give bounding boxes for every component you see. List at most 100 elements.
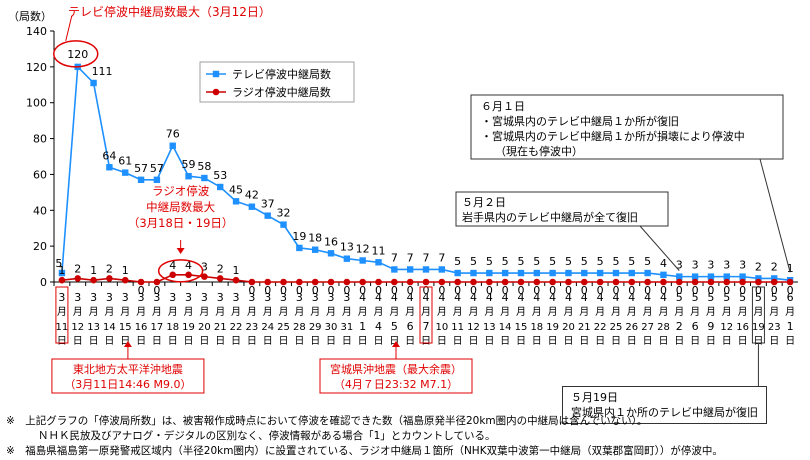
x-tick-day-unit: 日 — [152, 336, 162, 347]
x-tick-month-unit: 月 — [199, 306, 209, 318]
axes: 020406080100120140（局数）3月11日3月12日3月13日3月1… — [8, 10, 798, 347]
radio-point — [549, 278, 556, 286]
tv-data-label: 64 — [102, 149, 116, 162]
x-tick-month: 4 — [375, 291, 382, 304]
y-tick-label: 120 — [26, 61, 47, 74]
tv-point — [517, 269, 525, 277]
x-tick-month-unit: 月 — [405, 306, 415, 318]
x-tick-month: 3 — [248, 291, 255, 304]
tv-point — [501, 269, 509, 277]
x-tick-month-unit: 月 — [706, 306, 716, 318]
tv-point — [723, 273, 730, 280]
x-tick-day: 15 — [119, 322, 132, 333]
radio-point — [723, 278, 731, 286]
radio-point — [612, 278, 620, 286]
radio-point — [375, 278, 382, 286]
radio-point — [343, 278, 351, 286]
x-tick-month-unit: 月 — [532, 306, 542, 318]
quake1-callout-box — [51, 358, 205, 394]
x-tick-month: 4 — [407, 291, 414, 304]
x-tick-month: 3 — [74, 291, 81, 304]
tv-point — [311, 246, 319, 253]
radio-max-label-1: ラジオ停波 — [152, 184, 210, 198]
radio-point — [628, 278, 636, 286]
quake2-callout-arrow — [392, 341, 400, 347]
tv-data-label: 3 — [707, 259, 714, 272]
tv-data-label: 2 — [771, 260, 778, 273]
legend-box — [199, 61, 355, 103]
tv-point — [201, 174, 208, 182]
radio-point — [454, 278, 461, 286]
radio-max-label-3: （3月18日・19日） — [128, 216, 234, 230]
radio-point — [406, 278, 414, 286]
x-tick-day: 10 — [435, 322, 448, 333]
x-tick-month: 3 — [264, 291, 271, 304]
x-tick-day: 12 — [467, 322, 480, 333]
radio-data-label: 0 — [549, 284, 556, 297]
x-tick-day: 18 — [530, 322, 543, 333]
tv-data-label: 3 — [739, 259, 746, 272]
quake2-callout-title: 宮城県沖地震（最大余震） — [330, 362, 462, 376]
tv-max-ellipse — [52, 40, 99, 68]
radio-data-label: 0 — [343, 284, 350, 297]
x-tick-month: 4 — [612, 291, 619, 304]
radio-data-label: 0 — [391, 284, 398, 297]
legend-label-0: テレビ停波中継局数 — [232, 67, 331, 81]
x-tick-month: 4 — [438, 291, 445, 304]
radio-data-label: 1 — [58, 264, 65, 277]
x-tick-month: 5 — [755, 291, 762, 304]
x-tick-day-unit: 日 — [437, 336, 447, 347]
radio-data-label: 0 — [755, 284, 762, 297]
quake2-callout-box — [319, 358, 473, 394]
radio-point — [660, 278, 667, 286]
quake1-callout-detail: （3月11日14:46 M9.0） — [64, 378, 191, 391]
tv-point — [565, 269, 572, 277]
radio-data-label: 0 — [375, 284, 382, 297]
radio-point — [58, 276, 66, 284]
tv-point — [739, 273, 746, 280]
tv-point — [122, 169, 129, 176]
tv-max-label: テレビ停波中継局数最大（3月12日） — [68, 4, 271, 19]
y-tick-label: 60 — [33, 168, 47, 181]
radio-data-label: 1 — [233, 264, 240, 277]
quake2-bracket — [419, 286, 433, 344]
x-tick-day-unit: 日 — [279, 336, 289, 347]
x-tick-day: 16 — [135, 322, 148, 333]
radio-point — [565, 278, 572, 286]
x-tick-month-unit: 月 — [168, 306, 178, 318]
jun1-item-1: ・宮城県内のテレビ中継局１か所が復旧 — [481, 114, 679, 128]
tv-data-label: 45 — [229, 183, 243, 196]
x-tick-day: 30 — [325, 322, 338, 333]
radio-data-label: 0 — [454, 284, 461, 297]
x-tick-day: 22 — [230, 322, 243, 333]
x-tick-day-unit: 日 — [643, 336, 653, 347]
tv-point — [581, 269, 588, 277]
y-tick-label: 80 — [33, 133, 47, 146]
radio-data-label: 1 — [90, 264, 97, 277]
radio-point — [596, 278, 604, 286]
x-tick-day-unit: 日 — [389, 336, 399, 347]
x-tick-day: 2 — [676, 320, 683, 333]
radio-data-label: 0 — [153, 284, 160, 297]
tv-point — [771, 275, 778, 282]
x-tick-day-unit: 日 — [500, 336, 510, 347]
x-tick-day: 1 — [787, 320, 794, 333]
radio-point — [501, 278, 509, 286]
tv-point — [359, 257, 366, 264]
radio-data-label: 2 — [217, 262, 224, 275]
radio-data-label: 0 — [486, 284, 493, 297]
radio-data-label: 0 — [597, 284, 604, 297]
tv-point — [296, 244, 303, 252]
x-tick-day-unit: 日 — [57, 336, 67, 347]
x-tick-day-unit: 日 — [785, 336, 795, 347]
x-tick-month-unit: 月 — [690, 306, 700, 318]
x-tick-day: 9 — [707, 320, 714, 333]
may2-date: ５月２日 — [462, 196, 506, 209]
x-tick-day-unit: 日 — [674, 336, 684, 347]
tv-data-label: 18 — [308, 232, 322, 245]
x-tick-month: 4 — [391, 291, 398, 304]
x-tick-month: 4 — [549, 291, 556, 304]
radio-data-label: 0 — [502, 284, 509, 297]
x-tick-month: 4 — [660, 291, 667, 304]
